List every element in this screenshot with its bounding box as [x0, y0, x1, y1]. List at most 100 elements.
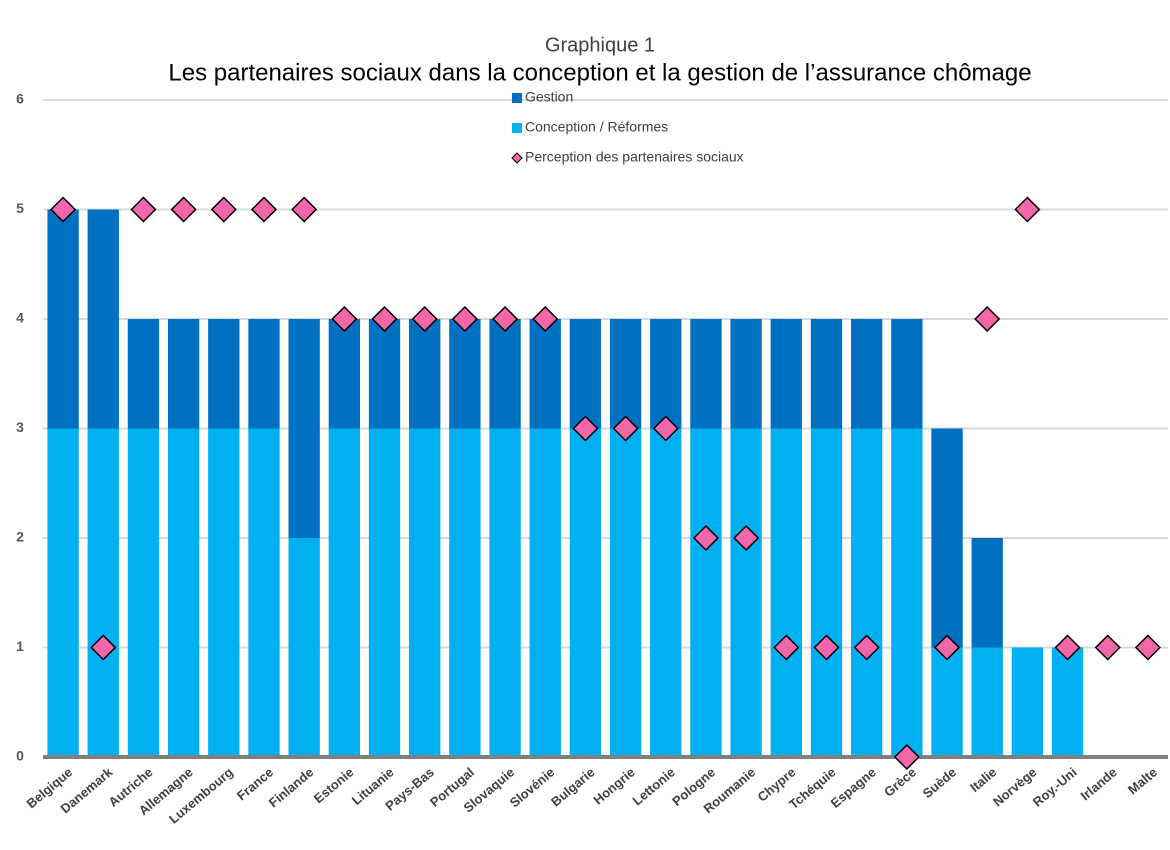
marker	[371, 305, 398, 333]
bar-segment	[127, 428, 160, 757]
bar-segment	[409, 428, 441, 757]
bar-segment	[931, 428, 963, 648]
bar-segment	[47, 209, 79, 429]
bar-segment	[489, 319, 521, 429]
legend-label: Perception des partenaires sociaux	[525, 149, 744, 165]
bar-segment	[167, 319, 200, 429]
y-tick-label: 5	[16, 200, 24, 216]
legend-swatch	[512, 93, 522, 103]
x-tick-label: Malte	[1125, 764, 1160, 797]
legend-label: Conception / Réformes	[525, 119, 668, 135]
bar-segment	[288, 319, 320, 538]
bar-segment	[770, 428, 802, 757]
bar-segment	[87, 209, 119, 429]
x-tick-label: Slovénie	[507, 764, 558, 810]
marker	[50, 196, 77, 223]
bar-segment	[690, 319, 722, 429]
bar-segment	[850, 319, 883, 429]
marker	[532, 305, 559, 333]
marker	[1014, 196, 1041, 223]
marker	[893, 743, 920, 771]
bar-segment	[810, 428, 843, 757]
marker	[652, 415, 679, 442]
x-tick-label: Bulgarie	[548, 764, 597, 809]
bar-segment	[529, 319, 561, 429]
chart-title: Les partenaires sociaux dans la concepti…	[168, 59, 1031, 86]
bar-segment	[87, 428, 119, 757]
marker	[411, 305, 438, 333]
marker	[210, 196, 237, 223]
x-tick-label: Lettonie	[630, 764, 678, 808]
x-tick-label: Estonie	[311, 764, 357, 806]
bar-segment	[449, 428, 481, 757]
bar-segment	[891, 319, 923, 429]
bar-segment	[409, 319, 441, 429]
bar-segment	[931, 647, 963, 757]
marker	[692, 524, 720, 552]
marker	[813, 634, 840, 661]
marker	[130, 196, 157, 223]
marker	[250, 196, 278, 223]
y-tick-label: 1	[16, 638, 24, 654]
marker	[974, 305, 1001, 333]
bar-segment	[127, 319, 160, 429]
bar-segment	[650, 319, 682, 429]
bar-segment	[770, 319, 802, 429]
marker	[1134, 634, 1161, 661]
x-tick-label: Grèce	[881, 764, 919, 799]
x-tick-label: Espagne	[828, 764, 879, 810]
bar-segment	[489, 428, 521, 757]
bar-segment	[368, 319, 401, 429]
legend-swatch	[512, 123, 522, 133]
x-tick-label: Irlande	[1078, 764, 1120, 803]
marker	[170, 196, 197, 223]
legend-label: Gestion	[525, 89, 573, 105]
y-tick-label: 4	[16, 310, 24, 326]
marker	[1094, 634, 1121, 661]
y-tick-label: 6	[16, 91, 24, 107]
legend-marker	[511, 152, 523, 164]
bar-segment	[248, 428, 280, 757]
bar-segment	[971, 647, 1003, 757]
bar-segment	[368, 428, 401, 757]
bar-segment	[730, 319, 762, 429]
x-tick-label: Norvège	[990, 764, 1040, 809]
marker	[572, 415, 599, 442]
bar-segment	[569, 428, 602, 757]
x-tick-label: Finlande	[266, 764, 317, 810]
bar-segment	[891, 428, 923, 757]
bar-segment	[208, 319, 240, 429]
bar-segment	[248, 319, 280, 429]
bar-segment	[449, 319, 481, 429]
bar-segment	[690, 428, 722, 757]
x-tick-label: Italie	[967, 764, 999, 795]
marker	[491, 305, 519, 333]
marker	[451, 305, 478, 333]
marker	[773, 634, 800, 661]
x-tick-label: Suède	[920, 764, 960, 801]
bar-segment	[167, 428, 200, 757]
x-tick-label: Hongrie	[590, 764, 637, 807]
bar-segment	[609, 428, 642, 757]
y-tick-label: 0	[16, 748, 24, 764]
bar-segment	[730, 428, 762, 757]
bar-segment	[208, 428, 240, 757]
bar-segment	[569, 319, 602, 429]
y-tick-label: 2	[16, 529, 24, 545]
chart-subtitle: Graphique 1	[545, 34, 655, 56]
bar-segment	[288, 538, 320, 757]
bar-segment	[328, 319, 361, 429]
bar-segment	[650, 428, 682, 757]
bar-segment	[328, 428, 361, 757]
marker	[853, 634, 880, 661]
bar-segment	[971, 538, 1003, 648]
bar-segment	[1011, 647, 1044, 757]
marker	[1054, 634, 1081, 661]
marker	[933, 634, 961, 661]
y-tick-label: 3	[16, 419, 24, 435]
marker	[331, 305, 358, 333]
marker	[90, 634, 117, 661]
marker	[612, 415, 639, 442]
bar-segment	[850, 428, 883, 757]
